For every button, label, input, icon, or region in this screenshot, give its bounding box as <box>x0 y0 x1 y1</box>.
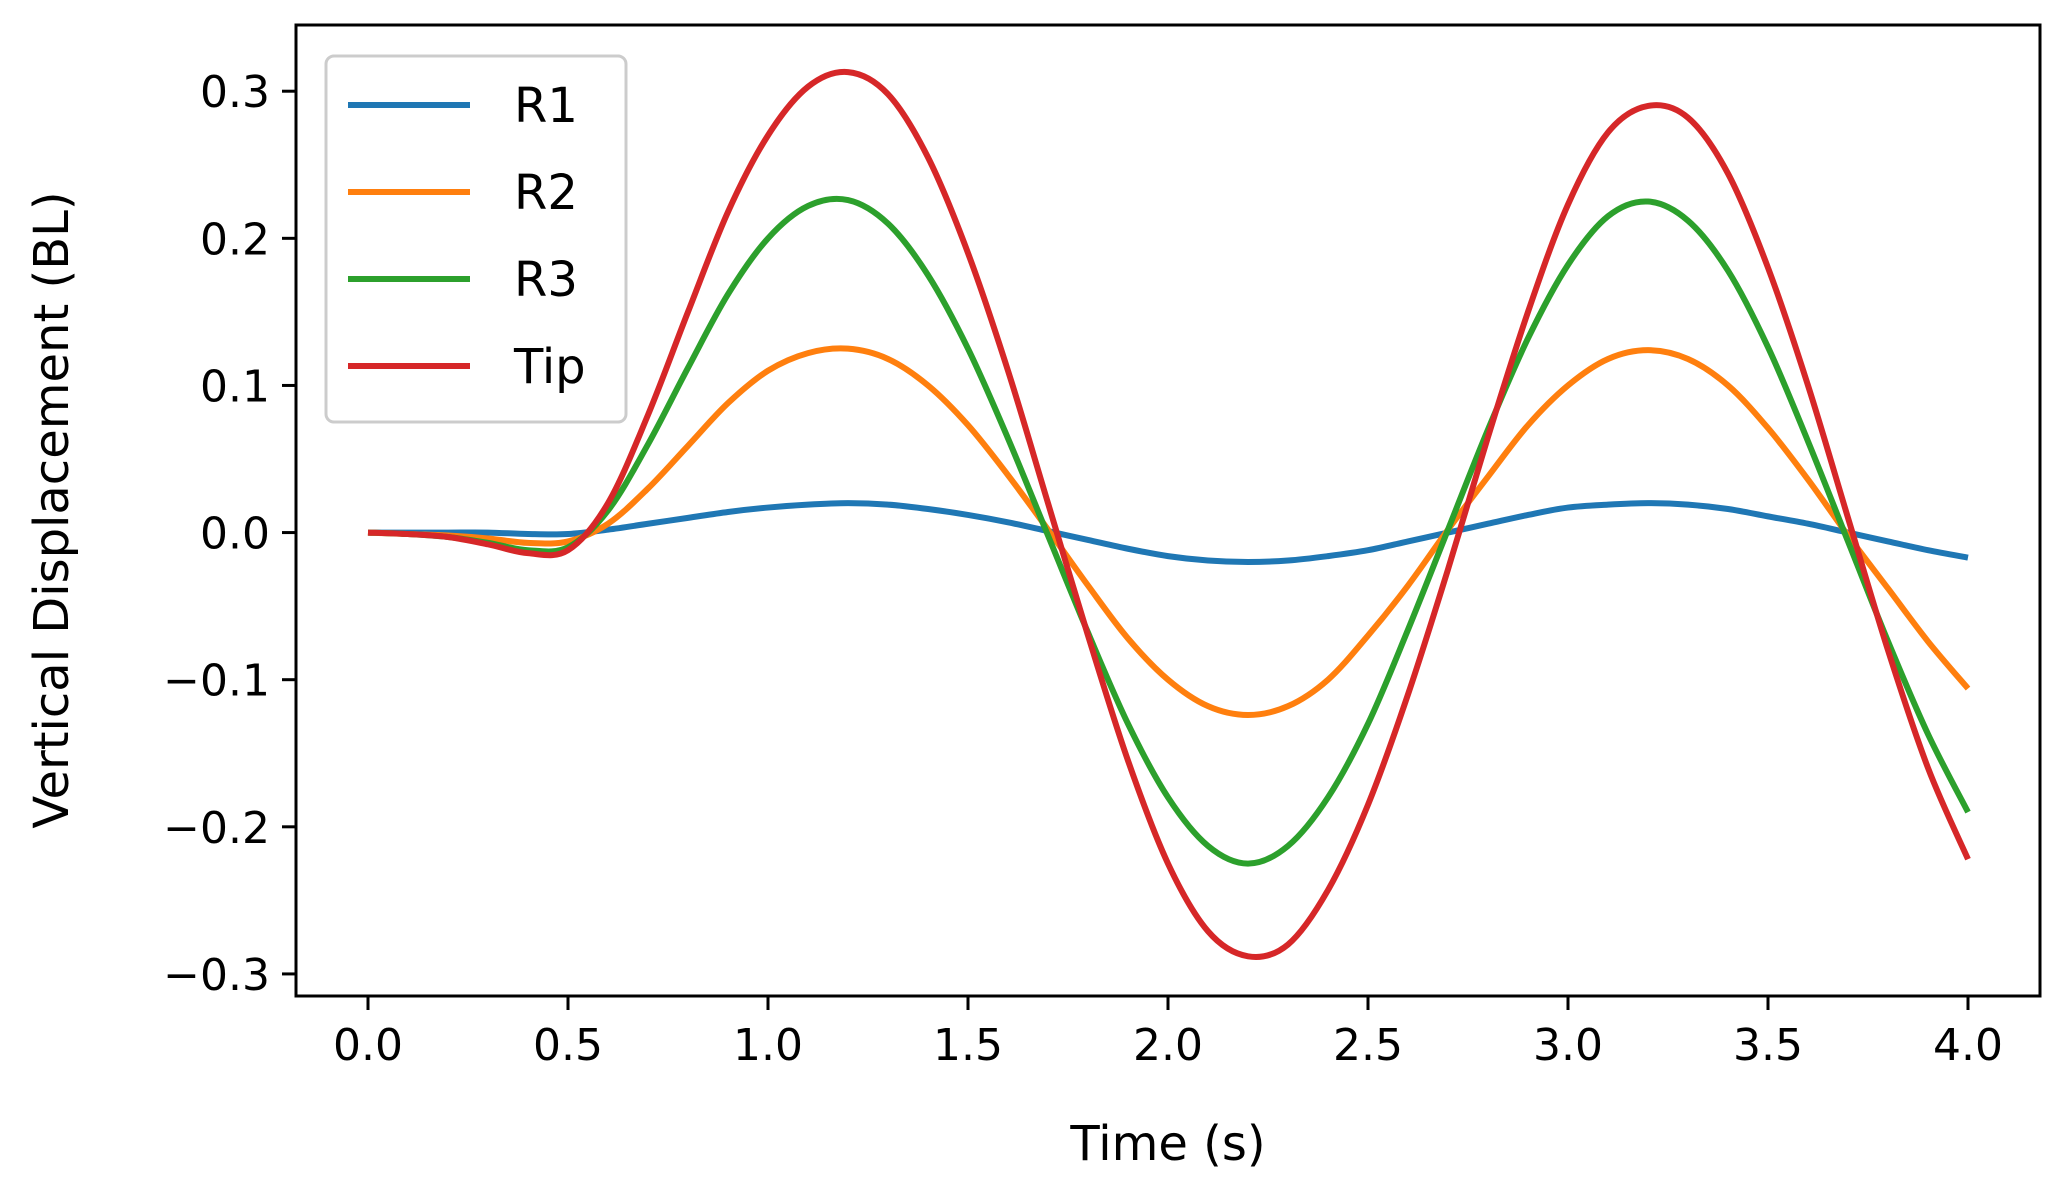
legend: R1 R2 R3 Tip <box>326 56 626 422</box>
legend-label-r3: R3 <box>514 252 578 308</box>
y-tick-label: 0.1 <box>200 361 270 412</box>
x-axis-label: Time (s) <box>1069 1116 1265 1172</box>
x-tick-label: 3.0 <box>1533 1020 1603 1071</box>
x-tick-label: 2.0 <box>1133 1020 1203 1071</box>
y-tick-label: 0.0 <box>200 509 270 560</box>
y-tick-label: −0.2 <box>163 803 270 854</box>
x-tick-label: 3.5 <box>1733 1020 1803 1071</box>
chart-background <box>0 0 2059 1189</box>
legend-label-r2: R2 <box>514 165 578 221</box>
legend-label-r1: R1 <box>514 78 578 134</box>
x-tick-label: 0.0 <box>333 1020 403 1071</box>
y-axis-label: Vertical Displacement (BL) <box>24 191 80 828</box>
line-chart: 0.0 0.5 1.0 1.5 2.0 2.5 3.0 3.5 4.0 −0.3 −0.2 −0.1… <box>0 0 2059 1189</box>
x-tick-label: 2.5 <box>1333 1020 1403 1071</box>
x-tick-label: 1.5 <box>933 1020 1003 1071</box>
x-tick-label: 1.0 <box>733 1020 803 1071</box>
x-tick-label: 0.5 <box>533 1020 603 1071</box>
y-tick-label: −0.1 <box>163 656 270 707</box>
legend-label-tip: Tip <box>513 339 586 395</box>
x-tick-label: 4.0 <box>1933 1020 2003 1071</box>
y-tick-label: 0.2 <box>200 214 270 265</box>
y-tick-label: 0.3 <box>200 67 270 118</box>
y-tick-label: −0.3 <box>163 950 270 1001</box>
